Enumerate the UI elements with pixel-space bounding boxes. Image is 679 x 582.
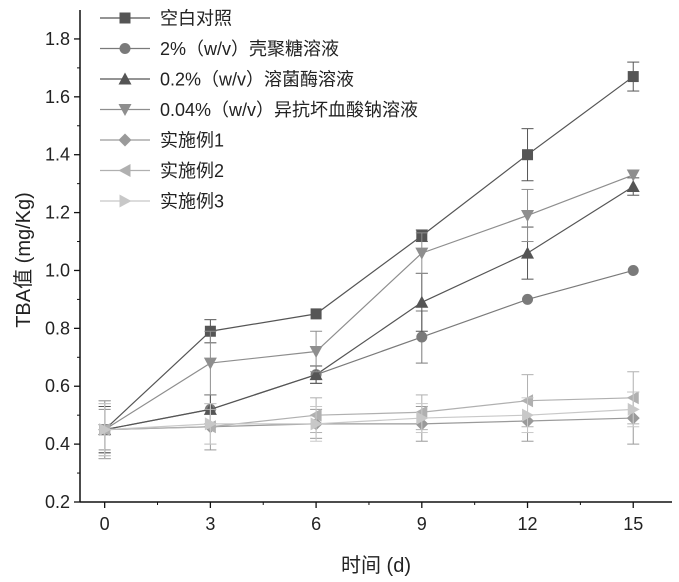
y-tick-label: 1.2 <box>45 203 70 223</box>
legend-marker <box>119 164 131 177</box>
data-point <box>627 169 640 181</box>
legend-entry: 实施例3 <box>100 192 224 212</box>
series-1 <box>99 62 640 458</box>
y-axis-title: TBA值 (mg/Kg) <box>12 192 35 328</box>
legend-marker <box>120 195 132 208</box>
series-line <box>105 270 634 429</box>
legend-label: 2%（w/v）壳聚糖溶液 <box>160 39 339 59</box>
x-tick-label: 6 <box>311 514 321 534</box>
data-point <box>627 180 640 192</box>
series-line <box>105 175 634 430</box>
legend-entry: 2%（w/v）壳聚糖溶液 <box>100 39 339 59</box>
legend-label: 0.2%（w/v）溶菌酶溶液 <box>160 70 354 90</box>
legend-entry: 0.04%（w/v）异抗坏血酸钠溶液 <box>100 100 418 120</box>
series-5 <box>98 392 640 456</box>
data-point <box>416 332 427 343</box>
data-point <box>521 247 534 259</box>
data-point <box>628 265 639 276</box>
axes: 0 3 6 9 12 15 0.2 0.4 0.6 0.8 1.0 1.2 1.4 1.6 1.8 <box>45 10 672 534</box>
data-point <box>522 294 533 305</box>
y-tick-label: 0.6 <box>45 376 70 396</box>
y-tick-label: 1.4 <box>45 145 70 165</box>
x-tick-label: 12 <box>518 514 538 534</box>
series-2 <box>99 265 639 453</box>
legend-entry: 实施例2 <box>100 161 224 181</box>
data-point <box>415 296 428 308</box>
y-tick-label: 0.4 <box>45 434 70 454</box>
legend-marker <box>120 13 131 24</box>
legend-label: 0.04%（w/v）异抗坏血酸钠溶液 <box>160 100 418 120</box>
legend-marker <box>119 134 132 147</box>
data-point <box>522 149 533 160</box>
legend-entry: 实施例1 <box>100 131 224 151</box>
legend-label: 空白对照 <box>160 9 232 29</box>
series-3 <box>98 178 640 453</box>
legend: 空白对照 2%（w/v）壳聚糖溶液 0.2%（w/v）溶菌酶溶液 0.04%（w/v）… <box>100 9 418 212</box>
y-tick-label: 1.6 <box>45 87 70 107</box>
data-point <box>628 71 639 82</box>
series-line <box>105 187 634 430</box>
y-tick-label: 0.2 <box>45 492 70 512</box>
x-axis-title: 时间 (d) <box>341 554 411 577</box>
data-point <box>521 210 534 222</box>
legend-entry: 空白对照 <box>100 9 232 29</box>
y-tick-label: 1.8 <box>45 29 70 49</box>
y-tick-label: 0.8 <box>45 318 70 338</box>
x-tick-label: 3 <box>205 514 215 534</box>
series-line <box>105 409 634 429</box>
data-point <box>311 308 322 319</box>
tba-line-chart: 0 3 6 9 12 15 0.2 0.4 0.6 0.8 1.0 1.2 1.4 1.6 1.8 空白对照… <box>0 0 679 582</box>
legend-marker <box>120 43 131 54</box>
legend-label: 实施例3 <box>160 192 224 212</box>
x-tick-label: 15 <box>623 514 643 534</box>
data-point <box>204 358 217 370</box>
legend-label: 实施例1 <box>160 131 224 151</box>
legend-entry: 0.2%（w/v）溶菌酶溶液 <box>100 70 354 90</box>
legend-label: 实施例2 <box>160 161 224 181</box>
y-tick-label: 1.0 <box>45 260 70 280</box>
x-tick-label: 9 <box>417 514 427 534</box>
series-4 <box>98 169 640 449</box>
data-series <box>98 62 640 458</box>
x-tick-label: 0 <box>100 514 110 534</box>
